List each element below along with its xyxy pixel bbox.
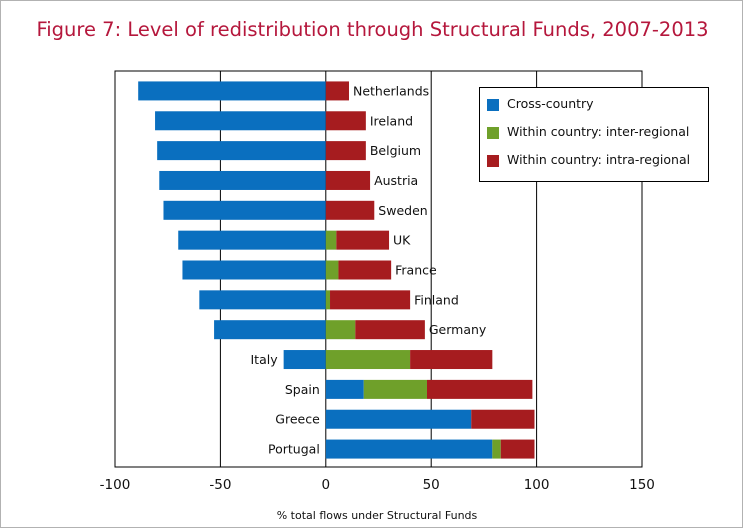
category-label-netherlands: Netherlands xyxy=(353,83,429,98)
category-label-sweden: Sweden xyxy=(378,203,427,218)
bar-portugal-cross-country xyxy=(325,439,493,459)
bar-finland-inter-regional xyxy=(325,290,331,310)
bar-portugal-inter-regional xyxy=(492,439,501,459)
bar-france-inter-regional xyxy=(325,260,339,280)
category-label-france: France xyxy=(395,263,437,278)
x-axis-ticks: -100 -50 0 50 100 150 xyxy=(100,477,655,493)
category-label-uk: UK xyxy=(393,233,411,248)
bar-finland-intra-regional xyxy=(330,290,411,310)
bar-ireland-cross-country xyxy=(155,111,326,131)
bar-spain-cross-country xyxy=(325,379,364,399)
bar-germany-inter-regional xyxy=(325,320,356,340)
bar-belgium-intra-regional xyxy=(325,141,366,161)
bar-italy-cross-country xyxy=(283,350,326,370)
bar-uk-inter-regional xyxy=(325,230,337,250)
bar-sweden-intra-regional xyxy=(325,200,375,220)
category-labels: Netherlands Ireland Belgium Austria Sweden UK… xyxy=(251,83,487,456)
legend: Cross-country Within country: inter-regio… xyxy=(479,87,709,182)
bar-ireland-intra-regional xyxy=(325,111,366,131)
bar-portugal-intra-regional xyxy=(500,439,535,459)
x-axis-title: % total flows under Structural Funds xyxy=(277,509,478,522)
bar-germany-cross-country xyxy=(214,320,326,340)
category-label-austria: Austria xyxy=(374,173,418,188)
x-tick-label-0: -100 xyxy=(100,477,131,493)
category-label-finland: Finland xyxy=(414,292,459,307)
category-label-belgium: Belgium xyxy=(370,143,421,158)
bar-belgium-cross-country xyxy=(157,141,326,161)
bar-france-cross-country xyxy=(182,260,326,280)
x-tick-label-2: 0 xyxy=(322,477,331,493)
bar-germany-intra-regional xyxy=(355,320,425,340)
x-tick-label-1: -50 xyxy=(209,477,231,493)
bar-greece-intra-regional xyxy=(471,409,535,429)
bar-netherlands-intra-regional xyxy=(325,81,349,101)
bar-austria-cross-country xyxy=(159,170,326,190)
category-label-germany: Germany xyxy=(429,322,487,337)
category-label-greece: Greece xyxy=(275,412,320,427)
category-label-portugal: Portugal xyxy=(268,442,320,457)
x-tick-label-5: 150 xyxy=(629,477,655,493)
legend-swatch xyxy=(487,127,499,139)
bar-uk-intra-regional xyxy=(336,230,390,250)
legend-label: Cross-country xyxy=(507,96,594,111)
category-label-ireland: Ireland xyxy=(370,113,413,128)
figure-title: Figure 7: Level of redistribution throug… xyxy=(36,18,709,41)
category-label-italy: Italy xyxy=(251,352,279,367)
bar-spain-inter-regional xyxy=(363,379,427,399)
category-label-spain: Spain xyxy=(285,382,320,397)
bar-spain-intra-regional xyxy=(426,379,533,399)
bar-france-intra-regional xyxy=(338,260,392,280)
legend-label: Within country: inter-regional xyxy=(507,124,690,139)
bar-uk-cross-country xyxy=(178,230,326,250)
legend-label: Within country: intra-regional xyxy=(507,152,691,167)
bar-austria-intra-regional xyxy=(325,170,371,190)
bar-sweden-cross-country xyxy=(163,200,326,220)
x-tick-label-3: 50 xyxy=(423,477,440,493)
bar-italy-inter-regional xyxy=(325,350,411,370)
x-tick-label-4: 100 xyxy=(524,477,550,493)
legend-swatch xyxy=(487,99,499,111)
legend-swatch xyxy=(487,155,499,167)
bar-finland-cross-country xyxy=(199,290,326,310)
bar-greece-cross-country xyxy=(325,409,472,429)
bar-italy-intra-regional xyxy=(410,350,493,370)
bars xyxy=(138,81,535,459)
bar-netherlands-cross-country xyxy=(138,81,326,101)
